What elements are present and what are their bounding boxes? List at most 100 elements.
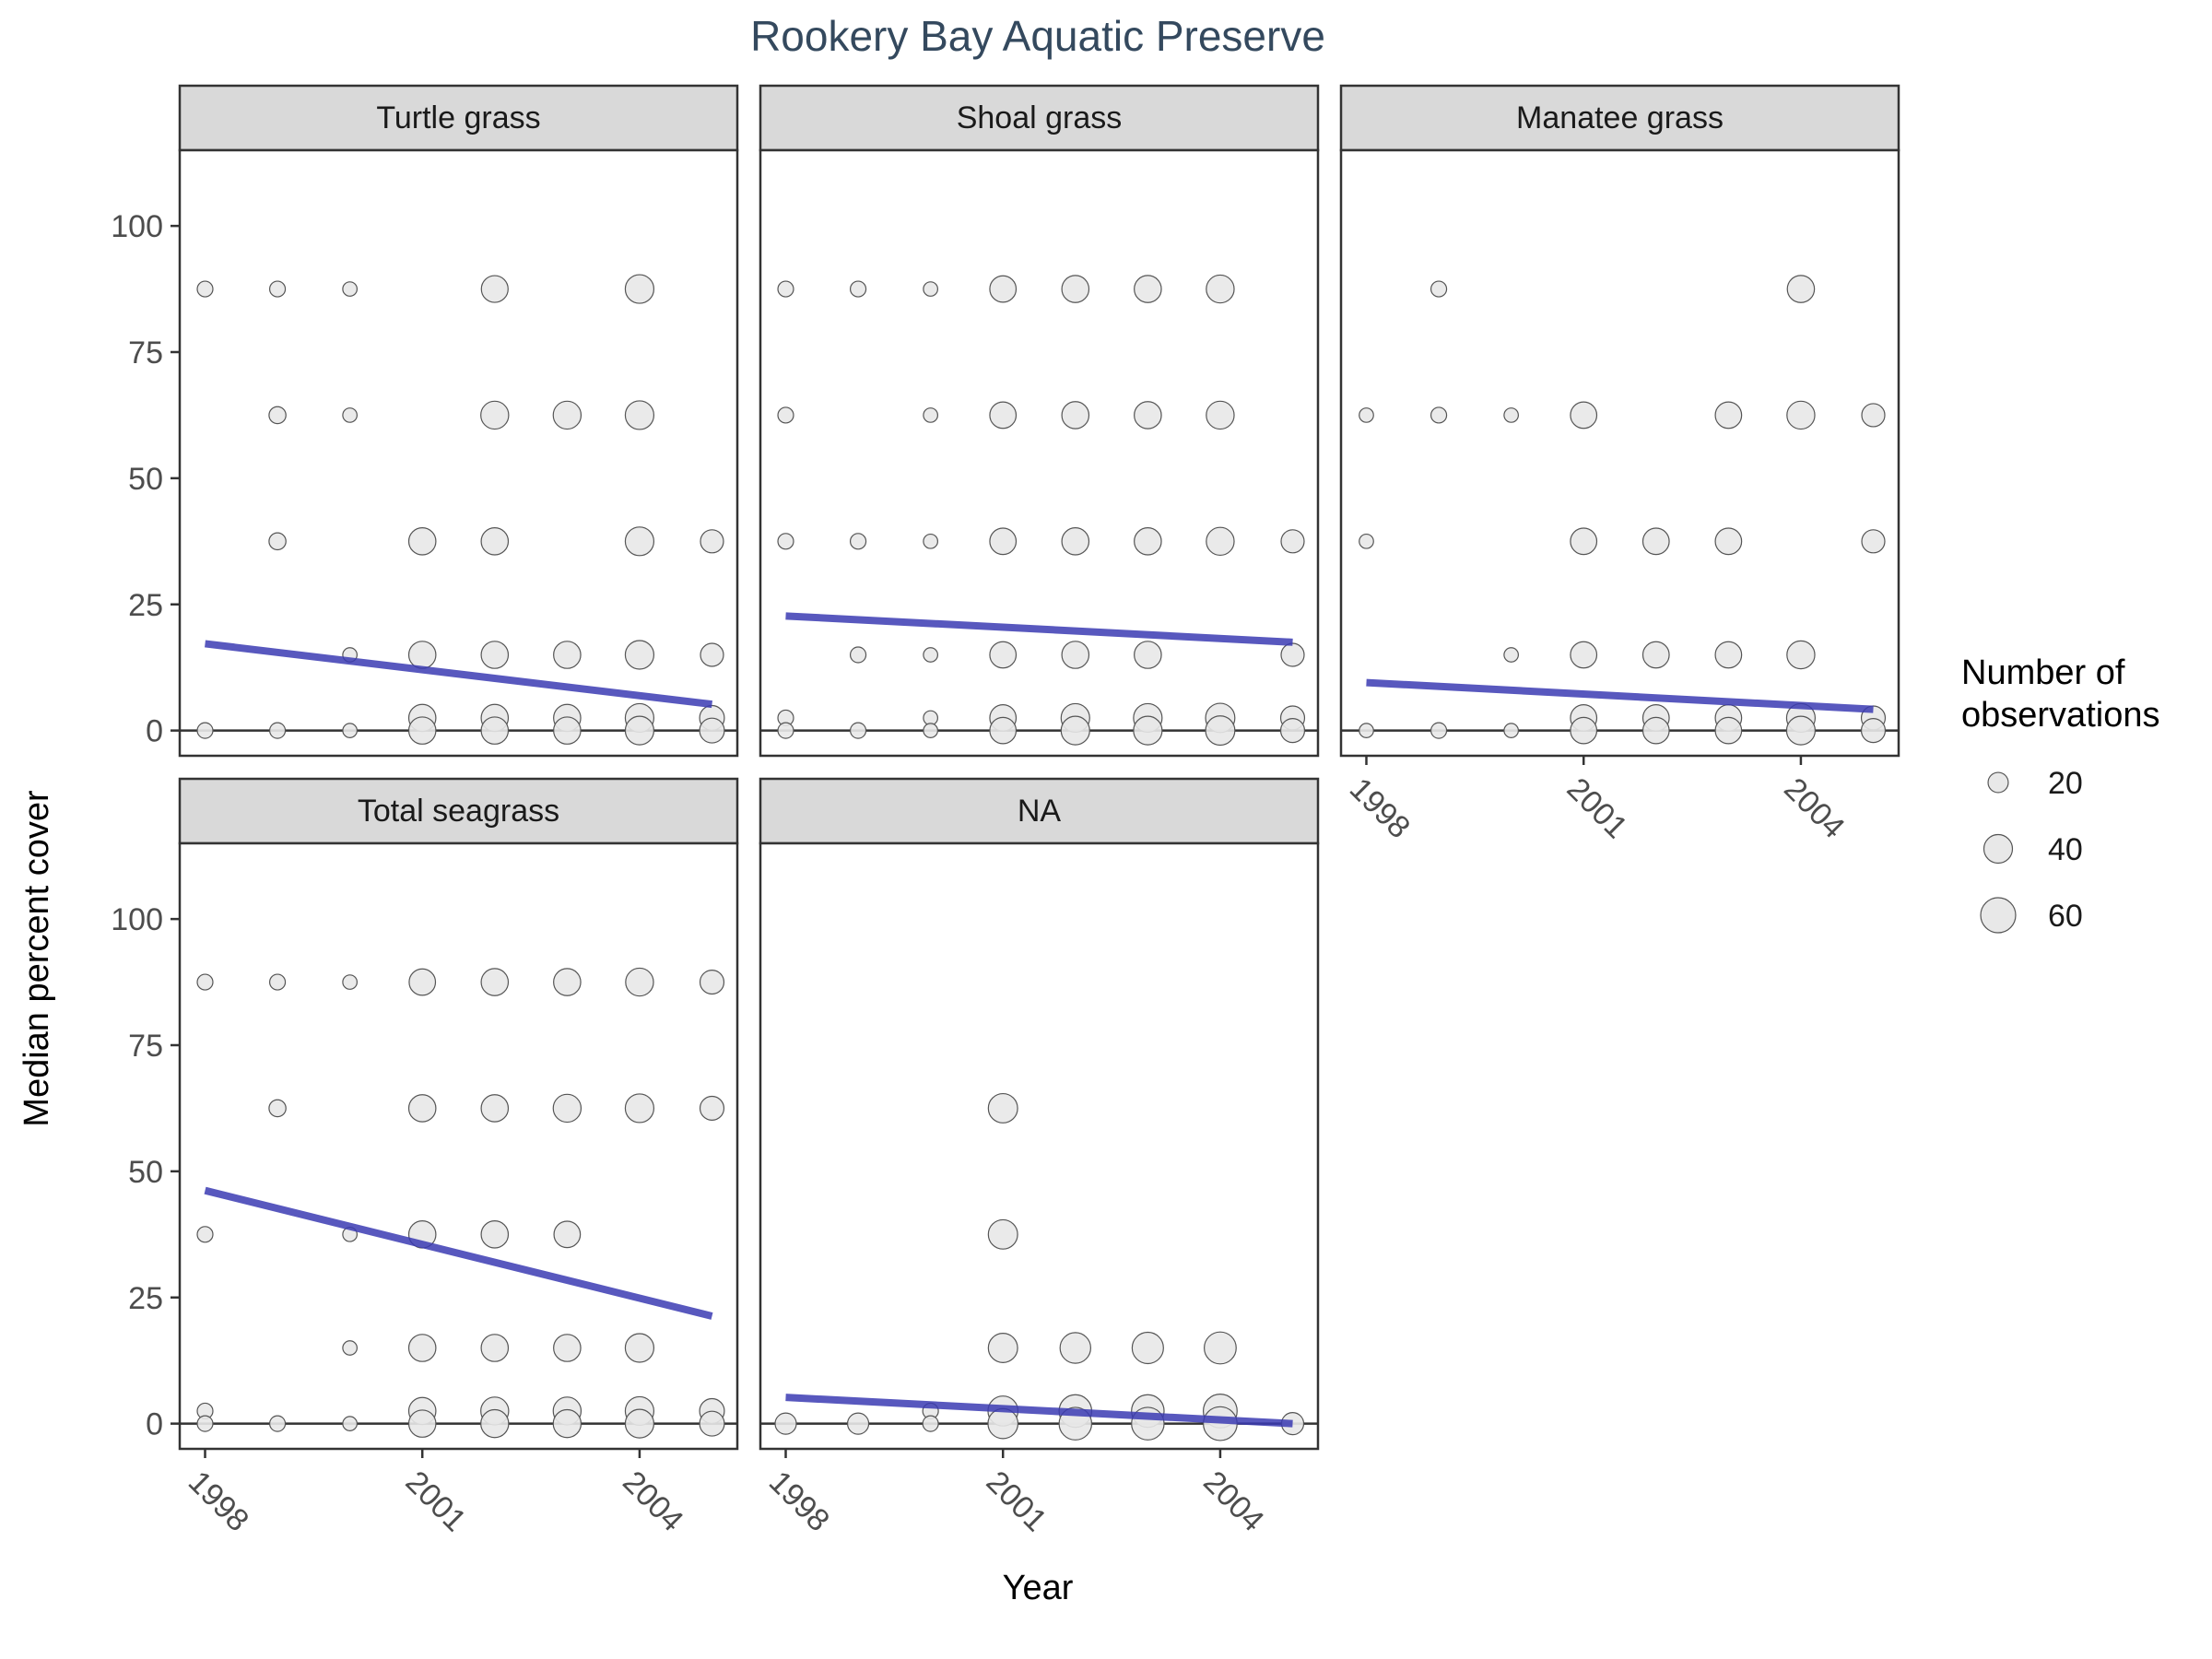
data-point bbox=[480, 1094, 510, 1123]
x-tick-label: 2004 bbox=[616, 1465, 689, 1538]
data-point bbox=[1570, 641, 1598, 669]
data-point bbox=[1503, 723, 1519, 738]
panel: Manatee grass 1998 2001 2004 bbox=[1339, 84, 1900, 845]
data-point bbox=[408, 968, 437, 996]
data-point bbox=[342, 974, 358, 990]
legend-label: 40 bbox=[2048, 832, 2083, 867]
data-point bbox=[407, 641, 437, 669]
y-tick-label: 25 bbox=[128, 588, 163, 623]
data-point bbox=[1861, 529, 1886, 554]
data-point bbox=[1786, 640, 1816, 670]
panel-strip-label: Manatee grass bbox=[1516, 100, 1724, 135]
data-point bbox=[1134, 527, 1162, 556]
data-point bbox=[407, 527, 437, 556]
data-point bbox=[1061, 401, 1090, 429]
data-point bbox=[407, 1409, 437, 1438]
data-point bbox=[987, 1333, 1018, 1363]
y-axis-title: Median percent cover bbox=[18, 790, 56, 1127]
data-point bbox=[1061, 275, 1090, 303]
data-point bbox=[480, 527, 510, 556]
data-point bbox=[922, 1415, 939, 1432]
data-point bbox=[849, 646, 867, 664]
data-point bbox=[552, 1093, 582, 1124]
data-point bbox=[1134, 275, 1162, 303]
data-point bbox=[1641, 527, 1670, 556]
data-point bbox=[846, 1412, 870, 1435]
panel-border bbox=[178, 841, 739, 1451]
data-point bbox=[1206, 400, 1235, 430]
data-point bbox=[268, 406, 287, 425]
data-point bbox=[196, 1226, 214, 1243]
data-point bbox=[480, 716, 510, 745]
panel-strip bbox=[178, 84, 739, 152]
data-point bbox=[1570, 401, 1598, 429]
panel-border bbox=[178, 148, 739, 758]
y-tick-label: 0 bbox=[146, 1407, 163, 1442]
x-tick-label: 2001 bbox=[1560, 771, 1634, 845]
data-point bbox=[1060, 715, 1090, 746]
data-point bbox=[700, 642, 724, 667]
data-point bbox=[624, 1408, 655, 1439]
data-point bbox=[342, 407, 358, 423]
panel-strip bbox=[759, 777, 1320, 845]
data-point bbox=[480, 1334, 510, 1362]
data-point bbox=[987, 1092, 1018, 1124]
y-tick-label: 25 bbox=[128, 1281, 163, 1316]
trend-line bbox=[205, 640, 712, 709]
data-point bbox=[700, 529, 724, 554]
data-point bbox=[1061, 527, 1090, 556]
data-point bbox=[553, 716, 582, 745]
chart-title: Rookery Bay Aquatic Preserve bbox=[750, 12, 1325, 60]
y-tick-label: 100 bbox=[111, 902, 163, 937]
panel: NA 1998 2001 2004 bbox=[759, 777, 1320, 1538]
data-point bbox=[699, 1410, 725, 1437]
data-point bbox=[1359, 407, 1374, 423]
data-point bbox=[268, 973, 287, 991]
x-tick-label: 1998 bbox=[762, 1465, 836, 1538]
data-point bbox=[923, 407, 938, 423]
data-point bbox=[1503, 407, 1519, 423]
data-point bbox=[1134, 401, 1162, 429]
legend-key-circle bbox=[1983, 833, 2014, 865]
data-point bbox=[342, 1340, 358, 1356]
data-point bbox=[1786, 275, 1816, 303]
y-tick-label: 100 bbox=[111, 209, 163, 244]
data-point bbox=[624, 526, 655, 557]
panel-strip-label: Shoal grass bbox=[957, 100, 1123, 135]
data-point bbox=[1206, 274, 1235, 304]
data-point bbox=[268, 722, 287, 739]
data-point bbox=[624, 640, 655, 670]
data-point bbox=[1714, 716, 1743, 745]
data-point bbox=[1641, 641, 1670, 669]
data-point bbox=[1061, 641, 1090, 669]
data-point bbox=[1714, 401, 1743, 429]
y-tick-label: 50 bbox=[128, 462, 163, 497]
x-tick-label: 1998 bbox=[1343, 771, 1417, 845]
data-point bbox=[989, 275, 1018, 303]
data-point bbox=[553, 1334, 582, 1362]
data-point bbox=[342, 281, 358, 297]
panels-layer: Turtle grass 0 25 50 75 100 Shoal grass Manatee… bbox=[111, 84, 1900, 1538]
panel-background bbox=[760, 150, 1318, 756]
panel-background bbox=[180, 150, 737, 756]
data-point bbox=[480, 400, 510, 430]
data-point bbox=[1280, 529, 1305, 554]
data-point bbox=[923, 533, 938, 549]
panel-strip bbox=[1339, 84, 1900, 152]
x-tick-label: 2004 bbox=[1196, 1465, 1270, 1538]
panel-strip-label: Total seagrass bbox=[358, 794, 559, 829]
data-point bbox=[1503, 647, 1519, 663]
panel: Total seagrass 0 25 50 75 100 1998 2001 2004 bbox=[111, 777, 739, 1538]
data-point bbox=[923, 281, 938, 297]
data-point bbox=[624, 1093, 655, 1124]
data-point bbox=[625, 967, 654, 997]
data-point bbox=[699, 717, 725, 744]
legend-key-circle bbox=[1987, 771, 2009, 794]
x-tick-label: 2004 bbox=[1777, 771, 1851, 845]
data-point bbox=[849, 533, 867, 550]
y-tick-label: 50 bbox=[128, 1155, 163, 1190]
data-point bbox=[989, 401, 1018, 429]
data-point bbox=[849, 722, 867, 739]
data-point bbox=[987, 1218, 1018, 1250]
